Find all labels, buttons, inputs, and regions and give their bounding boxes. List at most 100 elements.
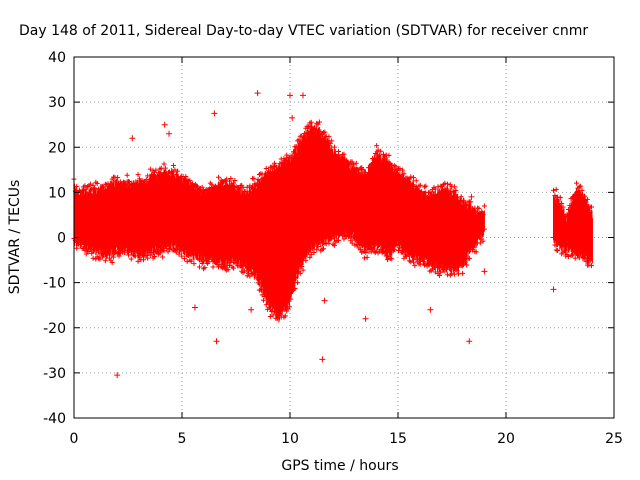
data-point <box>303 258 309 264</box>
data-point <box>231 180 237 186</box>
x-axis-label: GPS time / hours <box>281 458 398 474</box>
data-point <box>83 251 89 257</box>
y-tick-label: 30 <box>48 95 66 111</box>
data-point <box>226 262 232 268</box>
data-point <box>466 255 472 261</box>
data-point <box>94 181 100 187</box>
data-point <box>224 176 230 182</box>
data-point <box>102 258 108 264</box>
data-point <box>397 166 403 172</box>
outlier-point <box>427 306 434 313</box>
data-point <box>432 269 438 275</box>
data-point <box>331 144 337 150</box>
data-point <box>311 249 317 255</box>
data-point <box>361 169 367 175</box>
data-point <box>165 249 171 255</box>
y-tick-label: 40 <box>48 50 66 66</box>
data-point <box>588 204 594 210</box>
data-point <box>161 161 167 167</box>
data-point <box>364 254 370 260</box>
data-point <box>308 251 314 257</box>
data-point <box>124 172 130 178</box>
series-band <box>71 119 487 323</box>
data-point <box>477 240 483 246</box>
data-point <box>336 149 342 155</box>
outlier-point <box>213 338 220 345</box>
data-point <box>316 119 322 125</box>
x-tick-label: 5 <box>178 431 187 447</box>
data-point <box>553 186 559 192</box>
outlier-point <box>362 315 369 322</box>
data-point <box>175 168 181 174</box>
data-point <box>173 249 179 255</box>
data-point <box>310 246 316 252</box>
data-point <box>442 180 448 186</box>
outlier-point <box>129 135 136 142</box>
data-point <box>468 199 474 205</box>
data-point <box>432 186 438 192</box>
y-tick-label: 20 <box>48 140 66 156</box>
data-point <box>555 248 561 254</box>
data-point <box>435 184 441 190</box>
data-point <box>90 182 96 188</box>
data-point <box>576 255 582 261</box>
data-point <box>326 134 332 140</box>
data-point <box>100 184 106 190</box>
data-point <box>476 205 482 211</box>
data-point <box>228 176 234 182</box>
data-point <box>145 255 151 261</box>
outlier-point <box>289 114 296 121</box>
x-tick-label: 25 <box>605 431 623 447</box>
data-point <box>188 258 194 264</box>
data-point <box>357 247 363 253</box>
data-point <box>361 255 367 261</box>
data-point <box>323 241 329 247</box>
data-point <box>141 257 147 263</box>
data-point <box>147 166 153 172</box>
outlier-point <box>211 110 218 117</box>
chart-title: Day 148 of 2011, Sidereal Day-to-day VTE… <box>19 23 588 39</box>
data-point <box>560 204 566 210</box>
data-point <box>136 176 142 182</box>
data-point <box>574 180 580 186</box>
data-point <box>183 173 189 179</box>
data-point <box>565 254 571 260</box>
data-point <box>295 280 301 286</box>
data-point <box>408 174 414 180</box>
data-point <box>326 240 332 246</box>
data-point <box>241 268 247 274</box>
data-point <box>412 263 418 269</box>
data-point <box>307 254 313 260</box>
outlier-point <box>287 92 293 99</box>
data-point <box>194 183 200 189</box>
data-point <box>556 198 562 204</box>
data-point <box>445 181 451 187</box>
data-point <box>206 259 212 265</box>
data-point <box>135 172 141 178</box>
outlier-point <box>254 90 261 97</box>
data-point <box>199 184 205 190</box>
outlier-point <box>321 297 328 304</box>
data-point <box>202 265 208 271</box>
data-point <box>109 259 115 265</box>
y-axis-label: SDTVAR / TECUs <box>7 180 23 295</box>
y-tick-label: -10 <box>43 276 66 292</box>
data-point <box>171 163 177 169</box>
data-point <box>385 257 391 263</box>
outlier-series <box>114 90 557 379</box>
data-points <box>71 90 594 379</box>
data-point <box>168 243 174 249</box>
data-point <box>336 237 342 243</box>
data-point <box>322 129 328 135</box>
x-tick-label: 0 <box>70 431 79 447</box>
data-point <box>411 175 416 181</box>
outlier-point <box>468 193 475 200</box>
data-point <box>74 245 80 251</box>
data-point <box>267 313 273 319</box>
data-point <box>132 253 138 259</box>
outlier-point <box>319 356 326 363</box>
data-point <box>147 252 153 258</box>
data-point <box>172 167 178 173</box>
data-point <box>375 147 381 153</box>
data-point <box>115 175 121 181</box>
